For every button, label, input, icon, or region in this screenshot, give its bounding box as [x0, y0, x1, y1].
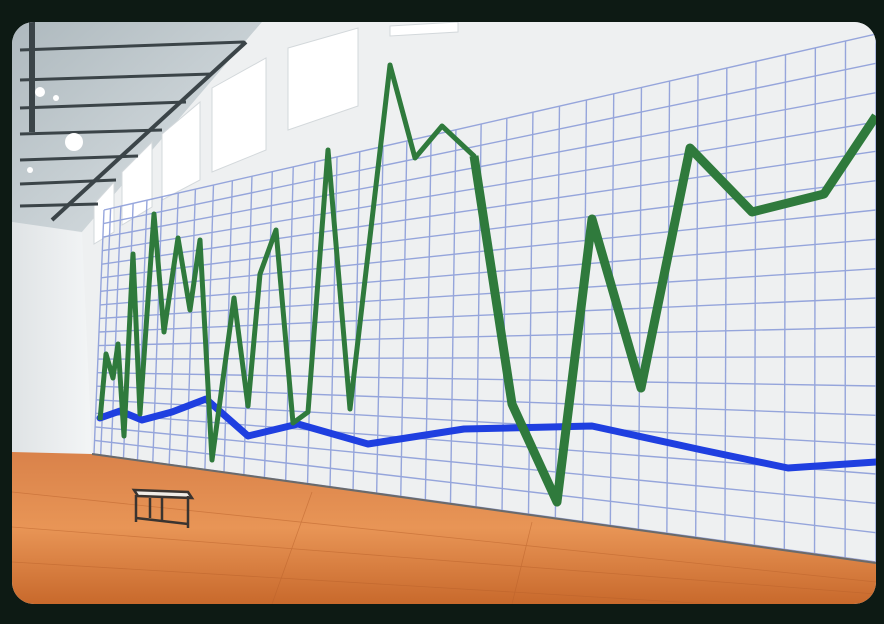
blue-wall-line	[96, 395, 876, 472]
clerestory-windows	[93, 22, 459, 245]
green-wall-line-heavy	[469, 113, 876, 507]
grid-horizontal-line	[103, 33, 876, 211]
grid-horizontal-line	[94, 439, 876, 534]
side-wall	[12, 222, 92, 454]
grid-horizontal-line	[102, 91, 876, 238]
grid-horizontal-line	[97, 371, 876, 387]
floor-boards	[12, 491, 876, 604]
grid-horizontal-line	[101, 150, 876, 265]
floor	[12, 452, 876, 604]
ceiling-trusses	[19, 22, 248, 222]
grid-horizontal-line	[96, 399, 876, 446]
grid-horizontal-line	[103, 62, 876, 225]
grid-horizontal-line	[99, 267, 876, 320]
grid-horizontal-line	[95, 412, 876, 475]
baseboard	[91, 453, 876, 564]
ceiling-lights	[27, 87, 83, 173]
grid-horizontal-line	[95, 426, 876, 505]
grid-horizontal-line	[102, 121, 876, 252]
grid-horizontal-line	[96, 385, 876, 417]
gallery-scene	[12, 22, 876, 604]
gallery-photo	[12, 22, 876, 604]
bench	[131, 488, 195, 528]
